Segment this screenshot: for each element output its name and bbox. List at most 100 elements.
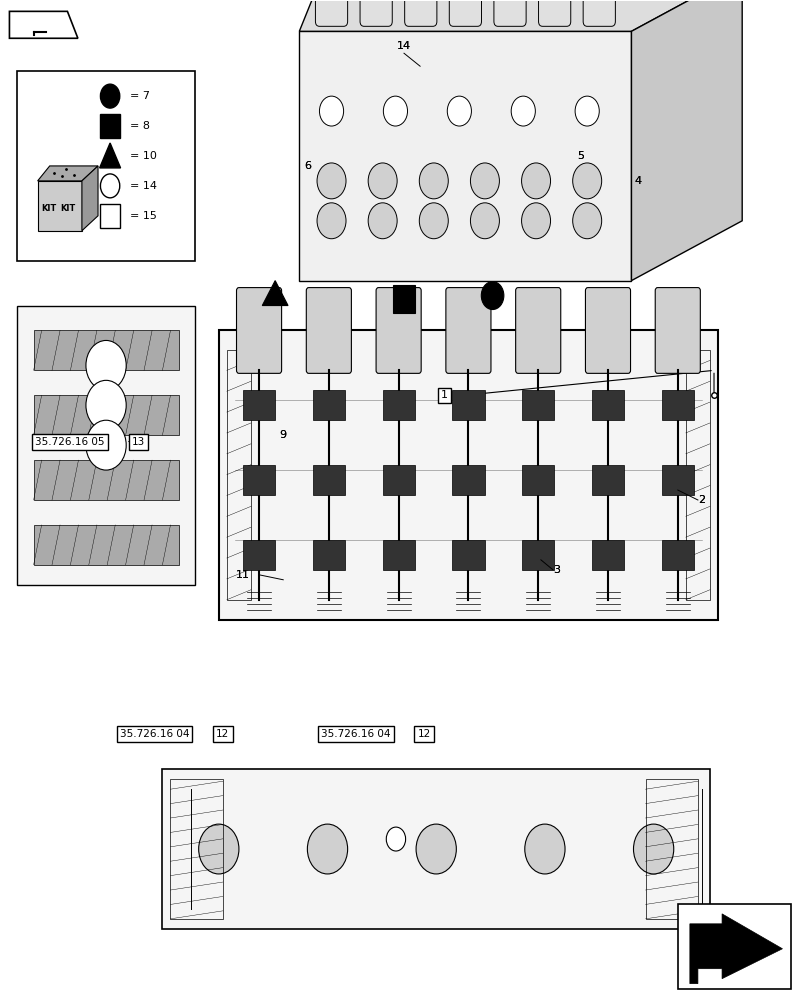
FancyBboxPatch shape <box>662 465 694 495</box>
Text: 2: 2 <box>698 495 705 505</box>
Circle shape <box>419 163 448 199</box>
FancyBboxPatch shape <box>299 31 632 281</box>
FancyBboxPatch shape <box>100 114 120 138</box>
Text: 35.726.16 05: 35.726.16 05 <box>35 437 104 447</box>
Text: KIT: KIT <box>42 204 57 213</box>
FancyBboxPatch shape <box>583 0 616 26</box>
Text: 6: 6 <box>304 161 311 171</box>
Text: = 15: = 15 <box>130 211 157 221</box>
Circle shape <box>199 824 239 874</box>
Circle shape <box>317 163 346 199</box>
FancyBboxPatch shape <box>522 390 554 420</box>
Text: 4: 4 <box>634 176 641 186</box>
Text: 12: 12 <box>418 729 431 739</box>
FancyBboxPatch shape <box>586 288 630 373</box>
FancyBboxPatch shape <box>655 288 701 373</box>
Circle shape <box>448 96 471 126</box>
Text: 12: 12 <box>217 729 229 739</box>
Polygon shape <box>99 143 120 168</box>
Circle shape <box>521 163 550 199</box>
Polygon shape <box>82 166 98 231</box>
FancyBboxPatch shape <box>516 288 561 373</box>
FancyBboxPatch shape <box>306 288 351 373</box>
Circle shape <box>100 174 120 198</box>
Circle shape <box>633 824 674 874</box>
Circle shape <box>511 96 536 126</box>
Text: 1: 1 <box>440 390 448 400</box>
FancyBboxPatch shape <box>522 540 554 570</box>
Polygon shape <box>299 0 743 31</box>
Polygon shape <box>632 0 743 281</box>
Circle shape <box>419 203 448 239</box>
FancyBboxPatch shape <box>522 465 554 495</box>
FancyBboxPatch shape <box>34 330 179 370</box>
Text: 14: 14 <box>397 41 411 51</box>
Circle shape <box>317 203 346 239</box>
Circle shape <box>368 203 398 239</box>
FancyBboxPatch shape <box>18 306 195 585</box>
Circle shape <box>86 380 126 430</box>
Text: 14: 14 <box>397 41 411 51</box>
Text: 13: 13 <box>132 437 145 447</box>
Text: 3: 3 <box>553 565 561 575</box>
FancyBboxPatch shape <box>393 285 415 313</box>
FancyBboxPatch shape <box>592 540 624 570</box>
Text: KIT: KIT <box>60 204 75 213</box>
FancyBboxPatch shape <box>446 288 491 373</box>
FancyBboxPatch shape <box>678 904 790 989</box>
FancyBboxPatch shape <box>38 181 82 231</box>
Text: = 14: = 14 <box>130 181 158 191</box>
Polygon shape <box>263 281 288 306</box>
Text: 4: 4 <box>634 176 641 186</box>
Circle shape <box>573 203 602 239</box>
Circle shape <box>573 163 602 199</box>
Circle shape <box>482 282 504 310</box>
Text: 11: 11 <box>236 570 250 580</box>
Text: = 7: = 7 <box>130 91 150 101</box>
Circle shape <box>86 420 126 470</box>
FancyBboxPatch shape <box>452 390 485 420</box>
FancyBboxPatch shape <box>243 465 276 495</box>
FancyBboxPatch shape <box>452 465 485 495</box>
Text: 11: 11 <box>236 570 250 580</box>
FancyBboxPatch shape <box>449 0 482 26</box>
Circle shape <box>307 824 347 874</box>
Circle shape <box>470 203 499 239</box>
FancyBboxPatch shape <box>539 0 570 26</box>
Text: 6: 6 <box>304 161 311 171</box>
FancyBboxPatch shape <box>405 0 437 26</box>
FancyBboxPatch shape <box>219 330 718 620</box>
FancyBboxPatch shape <box>162 769 710 929</box>
Text: 2: 2 <box>698 495 705 505</box>
FancyBboxPatch shape <box>452 540 485 570</box>
Circle shape <box>470 163 499 199</box>
FancyBboxPatch shape <box>34 525 179 565</box>
Text: 35.726.16 04: 35.726.16 04 <box>120 729 189 739</box>
FancyBboxPatch shape <box>662 390 694 420</box>
FancyBboxPatch shape <box>313 465 345 495</box>
FancyBboxPatch shape <box>662 540 694 570</box>
Text: 35.726.16 04: 35.726.16 04 <box>321 729 390 739</box>
FancyBboxPatch shape <box>382 390 415 420</box>
Text: = 8: = 8 <box>130 121 150 131</box>
Circle shape <box>575 96 600 126</box>
FancyBboxPatch shape <box>100 204 120 228</box>
Circle shape <box>319 96 343 126</box>
Circle shape <box>368 163 398 199</box>
Text: 3: 3 <box>553 565 561 575</box>
Circle shape <box>386 827 406 851</box>
FancyBboxPatch shape <box>382 540 415 570</box>
Polygon shape <box>38 166 98 181</box>
Polygon shape <box>10 11 78 38</box>
FancyBboxPatch shape <box>313 390 345 420</box>
FancyBboxPatch shape <box>313 540 345 570</box>
Circle shape <box>416 824 457 874</box>
Circle shape <box>521 203 550 239</box>
FancyBboxPatch shape <box>376 288 421 373</box>
FancyBboxPatch shape <box>34 460 179 500</box>
FancyBboxPatch shape <box>237 288 282 373</box>
Circle shape <box>383 96 407 126</box>
Circle shape <box>524 824 565 874</box>
Circle shape <box>100 84 120 108</box>
Text: = 10: = 10 <box>130 151 157 161</box>
